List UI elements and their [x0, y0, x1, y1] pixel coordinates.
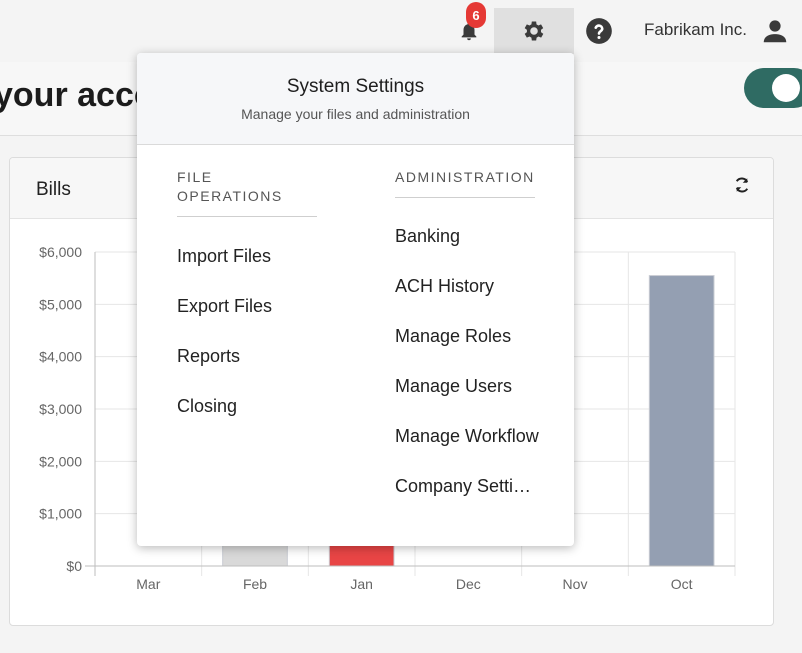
menu-item-export-files[interactable]: Export Files — [177, 296, 273, 316]
x-tick-label: Oct — [671, 576, 693, 592]
chart-bar — [648, 275, 715, 567]
x-tick-label: Dec — [456, 576, 481, 592]
card-title: Bills — [36, 179, 71, 200]
y-tick-label: $6,000 — [39, 244, 82, 260]
y-tick-label: $4,000 — [39, 349, 82, 365]
top-bar — [0, 0, 802, 62]
settings-button[interactable] — [494, 8, 574, 54]
menu-title: System Settings — [286, 76, 425, 97]
y-tick-label: $0 — [66, 558, 82, 574]
x-tick-label: Mar — [136, 576, 160, 592]
x-tick-label: Feb — [243, 576, 267, 592]
menu-item-reports[interactable]: Reports — [177, 346, 241, 366]
menu-item-ach-history[interactable]: ACH History — [395, 276, 495, 296]
company-name[interactable]: Fabrikam Inc. — [644, 20, 747, 39]
menu-item-manage-users[interactable]: Manage Users — [395, 376, 513, 396]
y-tick-label: $1,000 — [39, 506, 82, 522]
refresh-icon[interactable] — [733, 176, 751, 194]
toggle-knob[interactable] — [772, 74, 800, 102]
gear-icon — [524, 21, 544, 41]
y-tick-label: $3,000 — [39, 401, 82, 417]
page-title: your acco — [0, 76, 155, 114]
file-operations-heading: FILE OPERATIONS — [177, 168, 317, 217]
help-icon — [586, 18, 612, 44]
menu-item-import-files[interactable]: Import Files — [177, 246, 272, 266]
x-tick-label: Nov — [563, 576, 588, 592]
administration-heading: ADMINISTRATION — [395, 168, 535, 198]
user-icon[interactable] — [760, 16, 790, 46]
menu-header: System Settings Manage your files and ad… — [137, 53, 574, 145]
menu-item-company-settings[interactable]: Company Setti… — [395, 476, 532, 496]
menu-item-manage-roles[interactable]: Manage Roles — [395, 326, 512, 346]
system-settings-menu: System Settings Manage your files and ad… — [137, 53, 574, 546]
menu-item-closing[interactable]: Closing — [177, 396, 238, 416]
y-tick-label: $5,000 — [39, 296, 82, 312]
menu-item-banking[interactable]: Banking — [395, 226, 461, 246]
notification-count-badge: 6 — [466, 2, 486, 28]
x-tick-label: Jan — [350, 576, 373, 592]
menu-subtitle: Manage your files and administration — [241, 106, 470, 122]
help-button[interactable] — [578, 8, 620, 54]
menu-item-manage-workflow[interactable]: Manage Workflow — [395, 426, 539, 446]
y-tick-label: $2,000 — [39, 453, 82, 469]
